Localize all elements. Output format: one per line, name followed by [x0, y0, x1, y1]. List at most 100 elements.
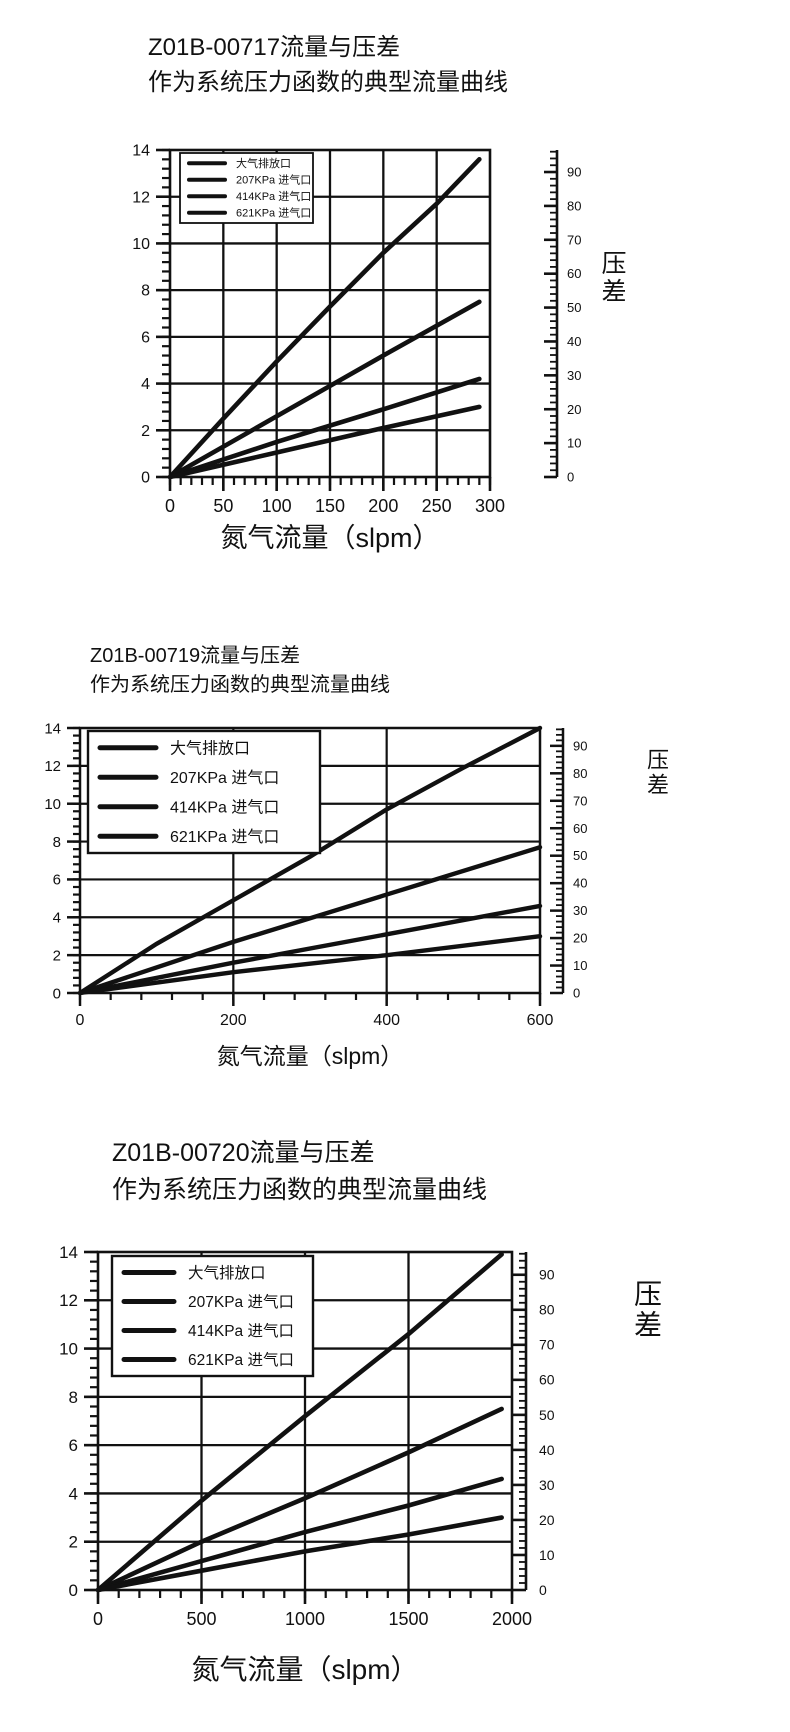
chart-title-block: Z01B-00717流量与压差 作为系统压力函数的典型流量曲线	[148, 30, 508, 100]
legend: 大气排放口 207KPa 进气口 414KPa 进气口 621KPa 进气口	[86, 729, 322, 855]
series-line-0	[95, 1252, 504, 1593]
legend-label: 207KPa 进气口	[236, 173, 311, 187]
svg-text:0: 0	[53, 985, 61, 1002]
svg-text:1000: 1000	[285, 1609, 325, 1629]
svg-text:0: 0	[573, 986, 580, 1001]
right-axis	[550, 728, 565, 995]
legend-label: 大气排放口	[170, 739, 250, 757]
x-axis	[78, 993, 542, 1006]
svg-text:10: 10	[44, 796, 61, 813]
series-line-1	[77, 845, 543, 996]
legend-box	[110, 1254, 315, 1378]
x-axis-label: 氮气流量（slpm）	[220, 523, 440, 553]
right-axis	[513, 1252, 528, 1592]
svg-text:0: 0	[141, 470, 150, 487]
series-line-1	[167, 299, 482, 480]
x-axis-tick-labels: 0 50 100 150 200 250 300	[165, 496, 505, 516]
left-axis	[67, 726, 80, 995]
svg-text:0: 0	[165, 496, 175, 516]
svg-text:40: 40	[573, 876, 587, 891]
left-axis-tick-labels: 0 2 4 6 8 10 12 14	[132, 143, 150, 487]
x-axis-label: 氮气流量（slpm）	[191, 1654, 419, 1685]
svg-text:60: 60	[567, 266, 581, 281]
legend-label: 621KPa 进气口	[236, 206, 311, 220]
svg-text:30: 30	[539, 1477, 555, 1493]
svg-text:0: 0	[69, 1581, 78, 1600]
series-line-0	[77, 725, 543, 996]
right-axis-tick-labels: 0 10 20 30 40 50 60 70 80 90	[567, 165, 581, 485]
series-line-3	[95, 1515, 504, 1593]
svg-text:0: 0	[93, 1609, 103, 1629]
x-axis-label: 氮气流量（slpm）	[216, 1043, 404, 1069]
svg-text:200: 200	[220, 1012, 247, 1029]
svg-text:4: 4	[69, 1484, 78, 1503]
legend-label: 621KPa 进气口	[170, 828, 279, 846]
svg-text:80: 80	[567, 198, 581, 213]
svg-text:250: 250	[422, 496, 452, 516]
svg-text:150: 150	[315, 496, 345, 516]
left-axis	[84, 1250, 98, 1592]
svg-text:500: 500	[186, 1609, 216, 1629]
chart-title-block: Z01B-00720流量与压差 作为系统压力函数的典型流量曲线	[112, 1135, 487, 1209]
svg-text:600: 600	[527, 1012, 554, 1029]
svg-text:8: 8	[141, 283, 150, 300]
svg-text:10: 10	[59, 1340, 78, 1359]
legend-label: 414KPa 进气口	[170, 798, 279, 816]
right-axis-tick-labels: 0 10 20 30 40 50 60 70 80 90	[539, 1267, 555, 1598]
svg-text:100: 100	[262, 496, 292, 516]
svg-text:40: 40	[539, 1442, 555, 1458]
chart-section-z01b-00719: 0 2 4 6 8 10 12 14 0 200 400 600 大气排放口 207KPa 进气口 414K…	[0, 560, 790, 1105]
svg-text:0: 0	[539, 1582, 547, 1598]
left-axis-tick-labels: 0 2 4 6 8 10 12 14	[44, 720, 61, 1002]
legend: 大气排放口 207KPa 进气口 414KPa 进气口 621KPa 进气口	[179, 152, 314, 224]
chart-subtitle: 作为系统压力函数的典型流量曲线	[90, 674, 390, 696]
svg-text:40: 40	[567, 334, 581, 349]
chart-title: Z01B-00719流量与压差	[90, 645, 301, 667]
svg-text:60: 60	[539, 1372, 555, 1388]
legend-label: 207KPa 进气口	[170, 769, 279, 787]
chart-section-z01b-00720: 0 2 4 6 8 10 12 14 0 500 1000 1500 2000 大气排放口 207KPa 进…	[0, 1105, 790, 1732]
right-y-axis-label: 压差	[631, 1279, 662, 1341]
right-axis-tick-labels: 0 10 20 30 40 50 60 70 80 90	[573, 738, 587, 1000]
svg-text:2: 2	[53, 947, 61, 964]
chart-title-block: Z01B-00719流量与压差 作为系统压力函数的典型流量曲线	[90, 642, 390, 700]
x-axis-tick-labels: 0 500 1000 1500 2000	[93, 1609, 532, 1629]
x-axis-tick-labels: 0 200 400 600	[76, 1012, 554, 1029]
right-axis	[544, 150, 559, 479]
svg-text:90: 90	[567, 165, 581, 180]
svg-text:10: 10	[573, 958, 587, 973]
svg-text:12: 12	[132, 189, 150, 206]
svg-text:80: 80	[573, 766, 587, 781]
series-line-2	[77, 903, 543, 996]
legend: 大气排放口 207KPa 进气口 414KPa 进气口 621KPa 进气口	[110, 1254, 315, 1378]
legend-label: 414KPa 进气口	[236, 189, 311, 203]
legend-box	[86, 729, 322, 855]
legend-label: 207KPa 进气口	[188, 1293, 294, 1311]
svg-text:30: 30	[567, 368, 581, 383]
svg-text:10: 10	[567, 436, 581, 451]
svg-text:20: 20	[573, 931, 587, 946]
svg-text:14: 14	[132, 143, 150, 160]
series-line-2	[95, 1476, 504, 1593]
svg-text:6: 6	[141, 329, 150, 346]
svg-text:80: 80	[539, 1302, 555, 1318]
plot-border	[78, 726, 542, 995]
legend-label: 621KPa 进气口	[188, 1351, 294, 1369]
right-y-axis-label: 压差	[598, 250, 626, 306]
series-line-3	[77, 934, 543, 996]
chart-subtitle: 作为系统压力函数的典型流量曲线	[148, 69, 508, 96]
svg-text:70: 70	[539, 1337, 555, 1353]
chart-subtitle: 作为系统压力函数的典型流量曲线	[112, 1176, 488, 1204]
svg-text:70: 70	[573, 793, 587, 808]
svg-text:200: 200	[368, 496, 398, 516]
svg-text:50: 50	[539, 1407, 555, 1423]
svg-text:90: 90	[539, 1267, 555, 1283]
svg-text:12: 12	[59, 1291, 78, 1310]
svg-text:4: 4	[141, 376, 150, 393]
svg-text:0: 0	[76, 1012, 85, 1029]
svg-text:50: 50	[567, 300, 581, 315]
svg-text:14: 14	[59, 1243, 78, 1262]
